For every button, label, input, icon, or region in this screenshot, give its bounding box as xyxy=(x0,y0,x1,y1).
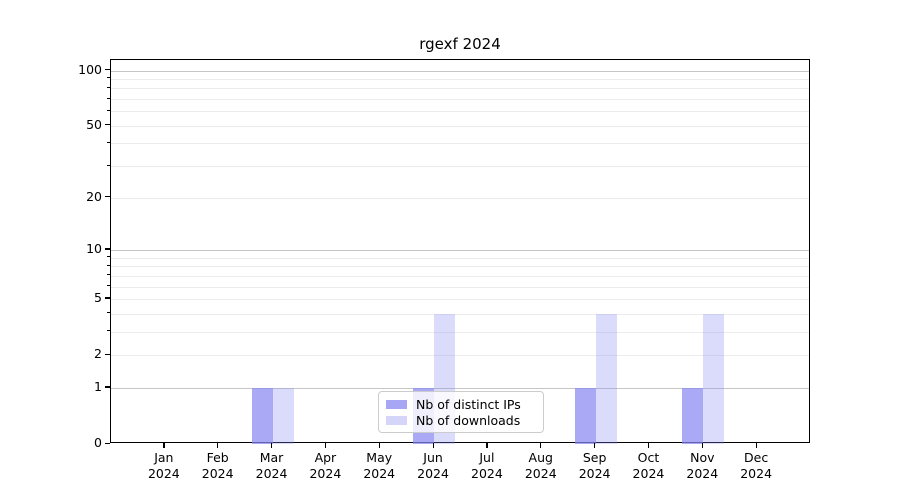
minor-gridline xyxy=(111,266,809,268)
x-tick-mark xyxy=(271,443,273,448)
x-tick-label: Jun 2024 xyxy=(417,450,449,481)
bar-distinct-ips xyxy=(251,387,273,444)
y-tick-label: 20 xyxy=(86,188,102,204)
y-minor-tick-mark xyxy=(107,312,110,314)
legend-label-downloads: Nb of downloads xyxy=(416,412,521,428)
y-minor-tick-mark xyxy=(107,109,110,111)
y-minor-tick-mark xyxy=(107,77,110,79)
minor-gridline xyxy=(111,257,809,259)
x-tick-label: Jul 2024 xyxy=(471,450,503,481)
x-tick-mark xyxy=(594,443,596,448)
minor-gridline xyxy=(111,331,809,333)
legend-entry-distinct-ips: Nb of distinct IPs xyxy=(386,397,535,412)
bar-downloads xyxy=(272,387,294,444)
y-tick-label: 10 xyxy=(86,240,102,256)
x-tick-label: Apr 2024 xyxy=(309,450,342,481)
legend: Nb of distinct IPs Nb of downloads xyxy=(378,391,544,433)
x-tick-mark xyxy=(163,443,165,448)
y-tick-label: 2 xyxy=(94,346,102,362)
bar-distinct-ips xyxy=(682,387,704,444)
minor-gridline xyxy=(111,313,809,315)
x-tick-label: Jan 2024 xyxy=(147,450,180,481)
y-minor-tick-mark xyxy=(107,330,110,332)
minor-gridline xyxy=(111,143,809,145)
x-tick-mark xyxy=(486,443,488,448)
x-tick-label: Aug 2024 xyxy=(524,450,557,481)
bar-downloads xyxy=(703,313,725,444)
y-tick-mark xyxy=(105,386,110,388)
y-tick-label: 100 xyxy=(78,61,102,77)
legend-swatch-distinct-ips xyxy=(386,399,407,409)
x-tick-label: Sep 2024 xyxy=(578,450,611,481)
x-tick-mark xyxy=(378,443,380,448)
major-gridline xyxy=(111,387,809,389)
major-gridline xyxy=(111,70,809,72)
y-minor-tick-mark xyxy=(107,297,110,299)
y-minor-tick-mark xyxy=(107,141,110,143)
minor-gridline xyxy=(111,355,809,357)
x-tick-label: Oct 2024 xyxy=(632,450,665,481)
x-tick-label: Feb 2024 xyxy=(201,450,234,481)
minor-gridline xyxy=(111,88,809,90)
y-minor-tick-mark xyxy=(107,353,110,355)
x-tick-label: May 2024 xyxy=(363,450,396,481)
y-minor-tick-mark xyxy=(107,196,110,198)
minor-gridline xyxy=(111,78,809,80)
y-minor-tick-mark xyxy=(107,285,110,287)
y-minor-tick-mark xyxy=(107,264,110,266)
y-minor-tick-mark xyxy=(107,86,110,88)
plot-area xyxy=(110,59,810,444)
legend-entry-downloads: Nb of downloads xyxy=(386,413,535,428)
minor-gridline xyxy=(111,111,809,113)
x-tick-label: Nov 2024 xyxy=(686,450,719,481)
y-minor-tick-mark xyxy=(107,256,110,258)
y-minor-tick-mark xyxy=(107,274,110,276)
bar-distinct-ips xyxy=(574,387,596,444)
minor-gridline xyxy=(111,298,809,300)
x-tick-mark xyxy=(755,443,757,448)
minor-gridline xyxy=(111,197,809,199)
bar-downloads xyxy=(595,313,617,444)
y-tick-label: 1 xyxy=(94,378,102,394)
minor-gridline xyxy=(111,99,809,101)
x-tick-label: Mar 2024 xyxy=(255,450,288,481)
y-tick-mark xyxy=(105,442,110,444)
chart-title: rgexf 2024 xyxy=(419,35,501,53)
x-tick-mark xyxy=(217,443,219,448)
y-minor-tick-mark xyxy=(107,97,110,99)
minor-gridline xyxy=(111,166,809,168)
y-tick-label: 50 xyxy=(86,116,102,132)
x-tick-mark xyxy=(324,443,327,448)
minor-gridline xyxy=(111,275,809,277)
legend-swatch-downloads xyxy=(386,415,407,425)
y-tick-label: 5 xyxy=(94,289,102,305)
minor-gridline xyxy=(111,286,809,288)
legend-label-distinct-ips: Nb of distinct IPs xyxy=(416,396,521,412)
y-minor-tick-mark xyxy=(107,124,110,126)
y-tick-mark xyxy=(105,69,110,71)
major-gridline xyxy=(111,249,809,251)
x-tick-mark xyxy=(432,443,434,448)
x-tick-mark xyxy=(540,443,542,448)
y-tick-mark xyxy=(105,248,110,250)
minor-gridline xyxy=(111,125,809,127)
x-tick-label: Dec 2024 xyxy=(740,450,773,481)
x-tick-mark xyxy=(701,443,703,448)
x-tick-mark xyxy=(647,443,650,448)
y-tick-label: 0 xyxy=(94,435,102,450)
y-minor-tick-mark xyxy=(107,164,110,166)
